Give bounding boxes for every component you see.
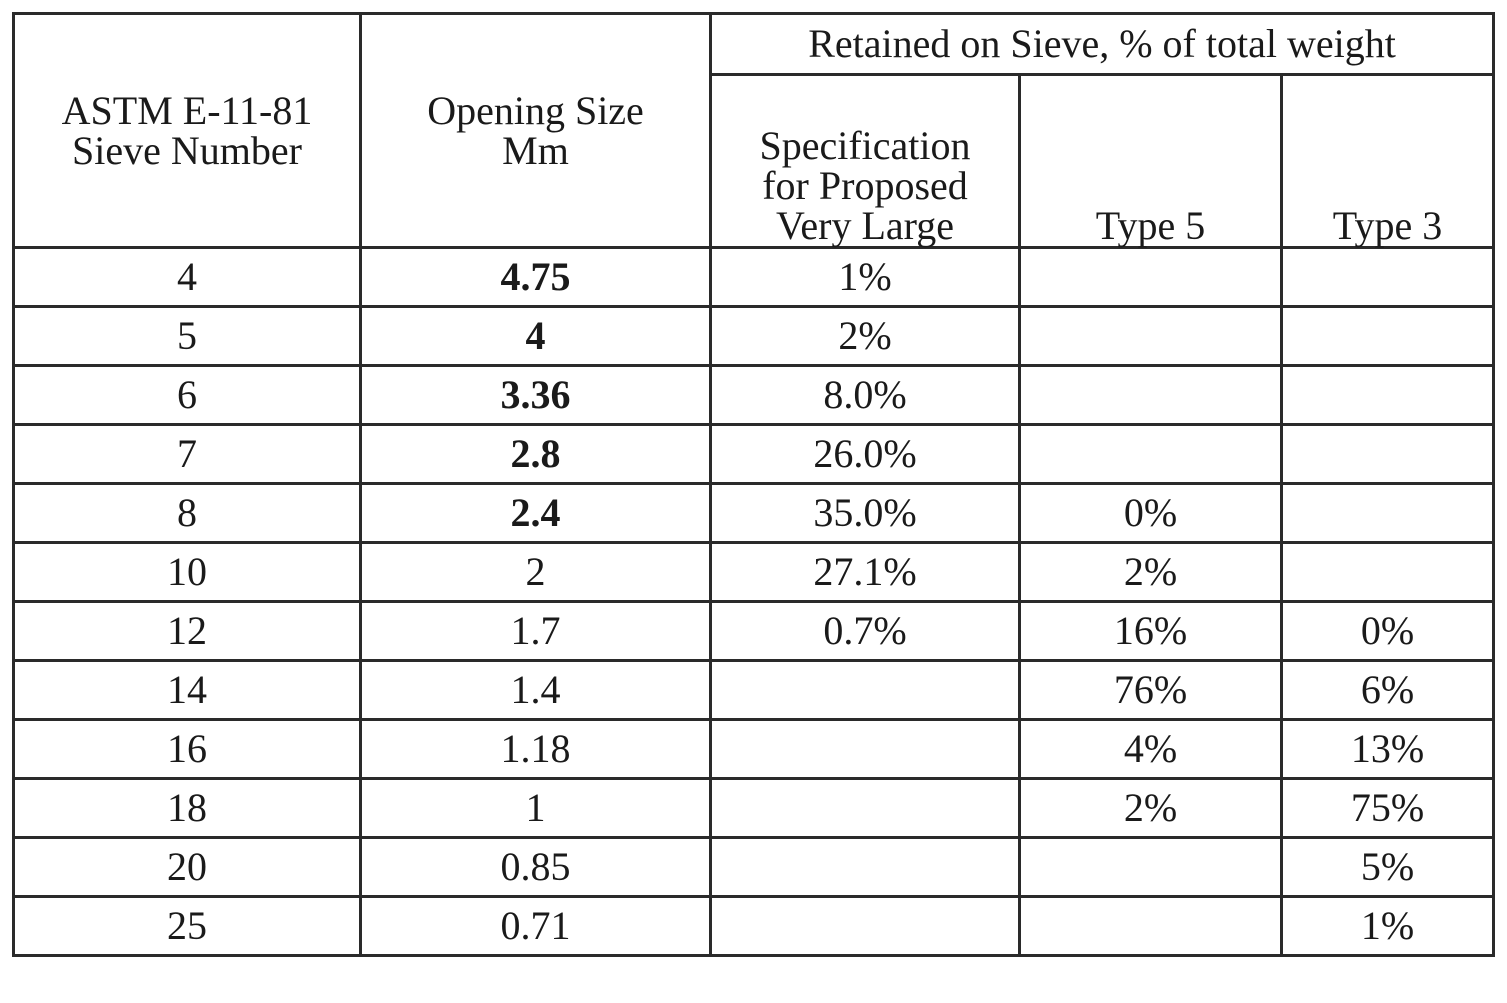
- cell-type5: 2%: [1020, 543, 1282, 602]
- cell-opening-size: 1: [361, 779, 711, 838]
- cell-opening-size: 1.4: [361, 661, 711, 720]
- cell-type5: [1020, 248, 1282, 307]
- cell-sieve-number: 18: [14, 779, 361, 838]
- header-specification: Specification for Proposed Very Large: [711, 75, 1020, 248]
- cell-type3: [1282, 543, 1494, 602]
- header-specification-line2: for Proposed: [712, 166, 1018, 206]
- cell-type3: 0%: [1282, 602, 1494, 661]
- cell-type5: 16%: [1020, 602, 1282, 661]
- header-sieve-number-line2: Sieve Number: [15, 131, 359, 171]
- cell-opening-size: 1.7: [361, 602, 711, 661]
- cell-sieve-number: 4: [14, 248, 361, 307]
- cell-type3: [1282, 248, 1494, 307]
- cell-type3: 5%: [1282, 838, 1494, 897]
- cell-specification: 2%: [711, 307, 1020, 366]
- cell-type5: [1020, 425, 1282, 484]
- cell-type3: [1282, 366, 1494, 425]
- cell-specification: 0.7%: [711, 602, 1020, 661]
- cell-sieve-number: 10: [14, 543, 361, 602]
- cell-type3: 75%: [1282, 779, 1494, 838]
- header-opening-size-line1: Opening Size: [362, 91, 709, 131]
- cell-specification: [711, 897, 1020, 956]
- header-specification-line3: Very Large: [712, 206, 1018, 246]
- table-row: 542%: [14, 307, 1494, 366]
- cell-type5: [1020, 366, 1282, 425]
- cell-type3: 1%: [1282, 897, 1494, 956]
- cell-type5: [1020, 307, 1282, 366]
- table-row: 200.85 5%: [14, 838, 1494, 897]
- cell-sieve-number: 5: [14, 307, 361, 366]
- cell-opening-size: 4.75: [361, 248, 711, 307]
- table-row: 72.826.0%: [14, 425, 1494, 484]
- cell-specification: [711, 720, 1020, 779]
- cell-sieve-number: 16: [14, 720, 361, 779]
- header-opening-size-line2: Mm: [362, 131, 709, 171]
- cell-specification: [711, 779, 1020, 838]
- table-row: 161.18 4%13%: [14, 720, 1494, 779]
- cell-type3: [1282, 307, 1494, 366]
- cell-specification: 1%: [711, 248, 1020, 307]
- cell-sieve-number: 12: [14, 602, 361, 661]
- cell-opening-size: 1.18: [361, 720, 711, 779]
- table-row: 181 2%75%: [14, 779, 1494, 838]
- cell-type5: [1020, 838, 1282, 897]
- table-row: 63.368.0%: [14, 366, 1494, 425]
- cell-sieve-number: 20: [14, 838, 361, 897]
- table-row: 250.71 1%: [14, 897, 1494, 956]
- cell-sieve-number: 7: [14, 425, 361, 484]
- table-row: 44.751%: [14, 248, 1494, 307]
- header-specification-line1: Specification: [712, 126, 1018, 166]
- cell-type5: 76%: [1020, 661, 1282, 720]
- header-opening-size: Opening Size Mm: [361, 14, 711, 248]
- cell-specification: [711, 838, 1020, 897]
- cell-sieve-number: 8: [14, 484, 361, 543]
- header-type3: Type 3: [1282, 75, 1494, 248]
- cell-type3: 6%: [1282, 661, 1494, 720]
- cell-type3: [1282, 484, 1494, 543]
- cell-type3: [1282, 425, 1494, 484]
- header-type5: Type 5: [1020, 75, 1282, 248]
- cell-opening-size: 2.4: [361, 484, 711, 543]
- cell-opening-size: 0.85: [361, 838, 711, 897]
- header-sieve-number-line1: ASTM E-11-81: [15, 91, 359, 131]
- cell-sieve-number: 6: [14, 366, 361, 425]
- cell-opening-size: 2: [361, 543, 711, 602]
- table-body: 44.751%542%63.368.0%72.826.0%82.435.0%0%…: [14, 248, 1494, 956]
- table-row: 141.4 76%6%: [14, 661, 1494, 720]
- cell-opening-size: 3.36: [361, 366, 711, 425]
- cell-opening-size: 2.8: [361, 425, 711, 484]
- cell-type3: 13%: [1282, 720, 1494, 779]
- cell-type5: 2%: [1020, 779, 1282, 838]
- cell-sieve-number: 14: [14, 661, 361, 720]
- header-sieve-number: ASTM E-11-81 Sieve Number: [14, 14, 361, 248]
- cell-specification: [711, 661, 1020, 720]
- sieve-table: ASTM E-11-81 Sieve Number Opening Size M…: [12, 12, 1495, 957]
- cell-specification: 27.1%: [711, 543, 1020, 602]
- cell-specification: 26.0%: [711, 425, 1020, 484]
- cell-opening-size: 4: [361, 307, 711, 366]
- table-row: 82.435.0%0%: [14, 484, 1494, 543]
- cell-sieve-number: 25: [14, 897, 361, 956]
- cell-type5: 4%: [1020, 720, 1282, 779]
- cell-specification: 35.0%: [711, 484, 1020, 543]
- table-row: 121.70.7%16%0%: [14, 602, 1494, 661]
- cell-type5: 0%: [1020, 484, 1282, 543]
- cell-opening-size: 0.71: [361, 897, 711, 956]
- cell-type5: [1020, 897, 1282, 956]
- cell-specification: 8.0%: [711, 366, 1020, 425]
- table-row: 10227.1%2%: [14, 543, 1494, 602]
- header-retained-group: Retained on Sieve, % of total weight: [711, 14, 1494, 75]
- table-header: ASTM E-11-81 Sieve Number Opening Size M…: [14, 14, 1494, 248]
- header-row-top: ASTM E-11-81 Sieve Number Opening Size M…: [14, 14, 1494, 75]
